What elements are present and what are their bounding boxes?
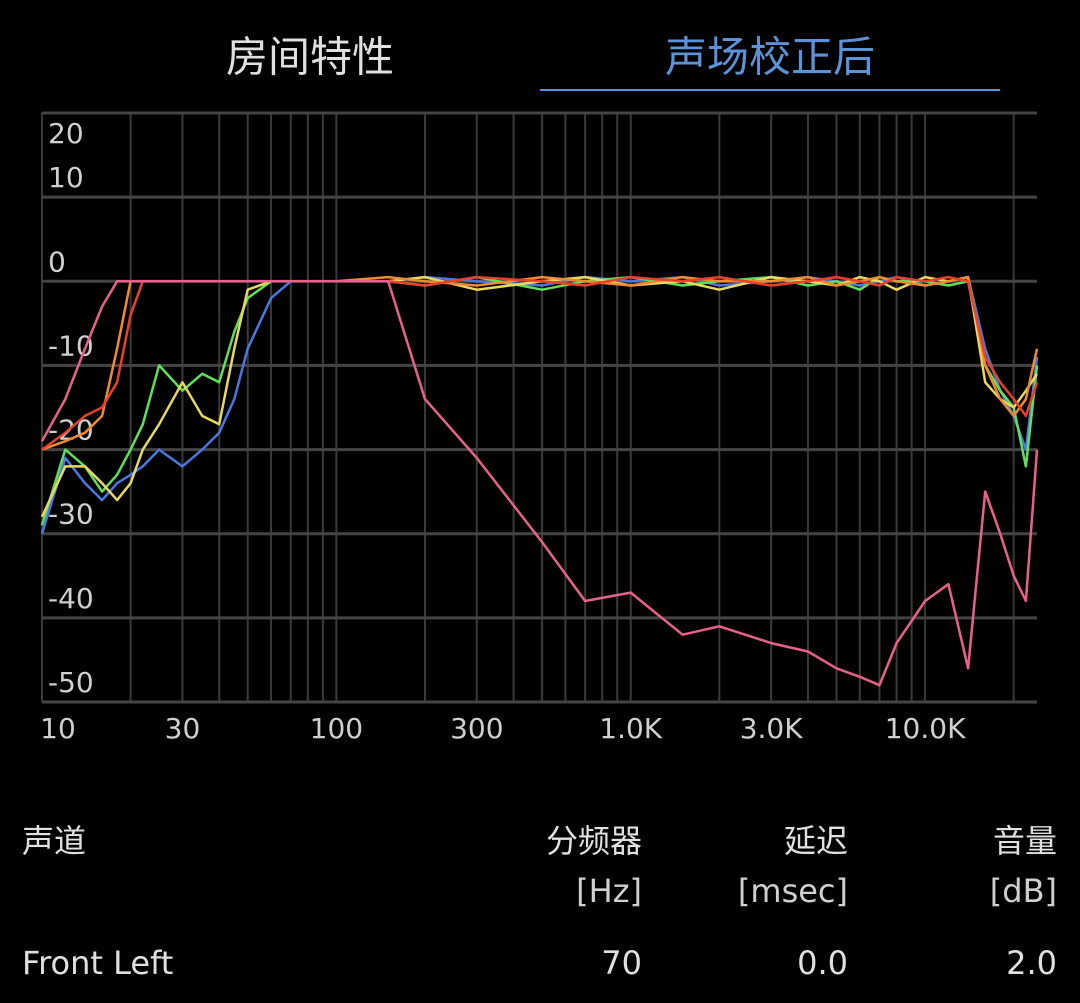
y-tick-label: 0 xyxy=(48,245,66,278)
column-unit: [Hz] xyxy=(576,872,642,910)
tab[interactable]: 房间特性 xyxy=(226,33,394,82)
column-header: 延迟 xyxy=(784,822,848,860)
column-header: 分频器 xyxy=(546,822,642,860)
y-tick-label: 20 xyxy=(48,117,84,150)
x-tick-label: 10.0K xyxy=(885,712,966,745)
column-header: 声道 xyxy=(22,822,86,860)
table-cell: 2.0 xyxy=(1006,944,1057,982)
table-cell: 70 xyxy=(601,944,642,982)
column-unit: [dB] xyxy=(990,872,1057,910)
x-tick-label: 1.0K xyxy=(599,712,663,745)
x-tick-label: 100 xyxy=(310,712,363,745)
y-tick-label: 10 xyxy=(48,161,84,194)
column-unit: [msec] xyxy=(738,872,848,910)
x-tick-label: 300 xyxy=(450,712,503,745)
column-header: 音量 xyxy=(993,822,1057,860)
tab[interactable]: 声场校正后 xyxy=(665,33,875,82)
x-tick-label: 30 xyxy=(165,712,201,745)
series-line xyxy=(40,280,1039,687)
x-tick-label: 3.0K xyxy=(740,712,804,745)
y-tick-label: -50 xyxy=(48,666,94,699)
x-tick-label: 10 xyxy=(40,712,76,745)
table-cell: Front Left xyxy=(22,944,173,982)
series-line xyxy=(40,275,1039,518)
y-tick-label: -30 xyxy=(48,498,94,531)
table-cell: 0.0 xyxy=(797,944,848,982)
y-tick-label: -40 xyxy=(48,582,94,615)
